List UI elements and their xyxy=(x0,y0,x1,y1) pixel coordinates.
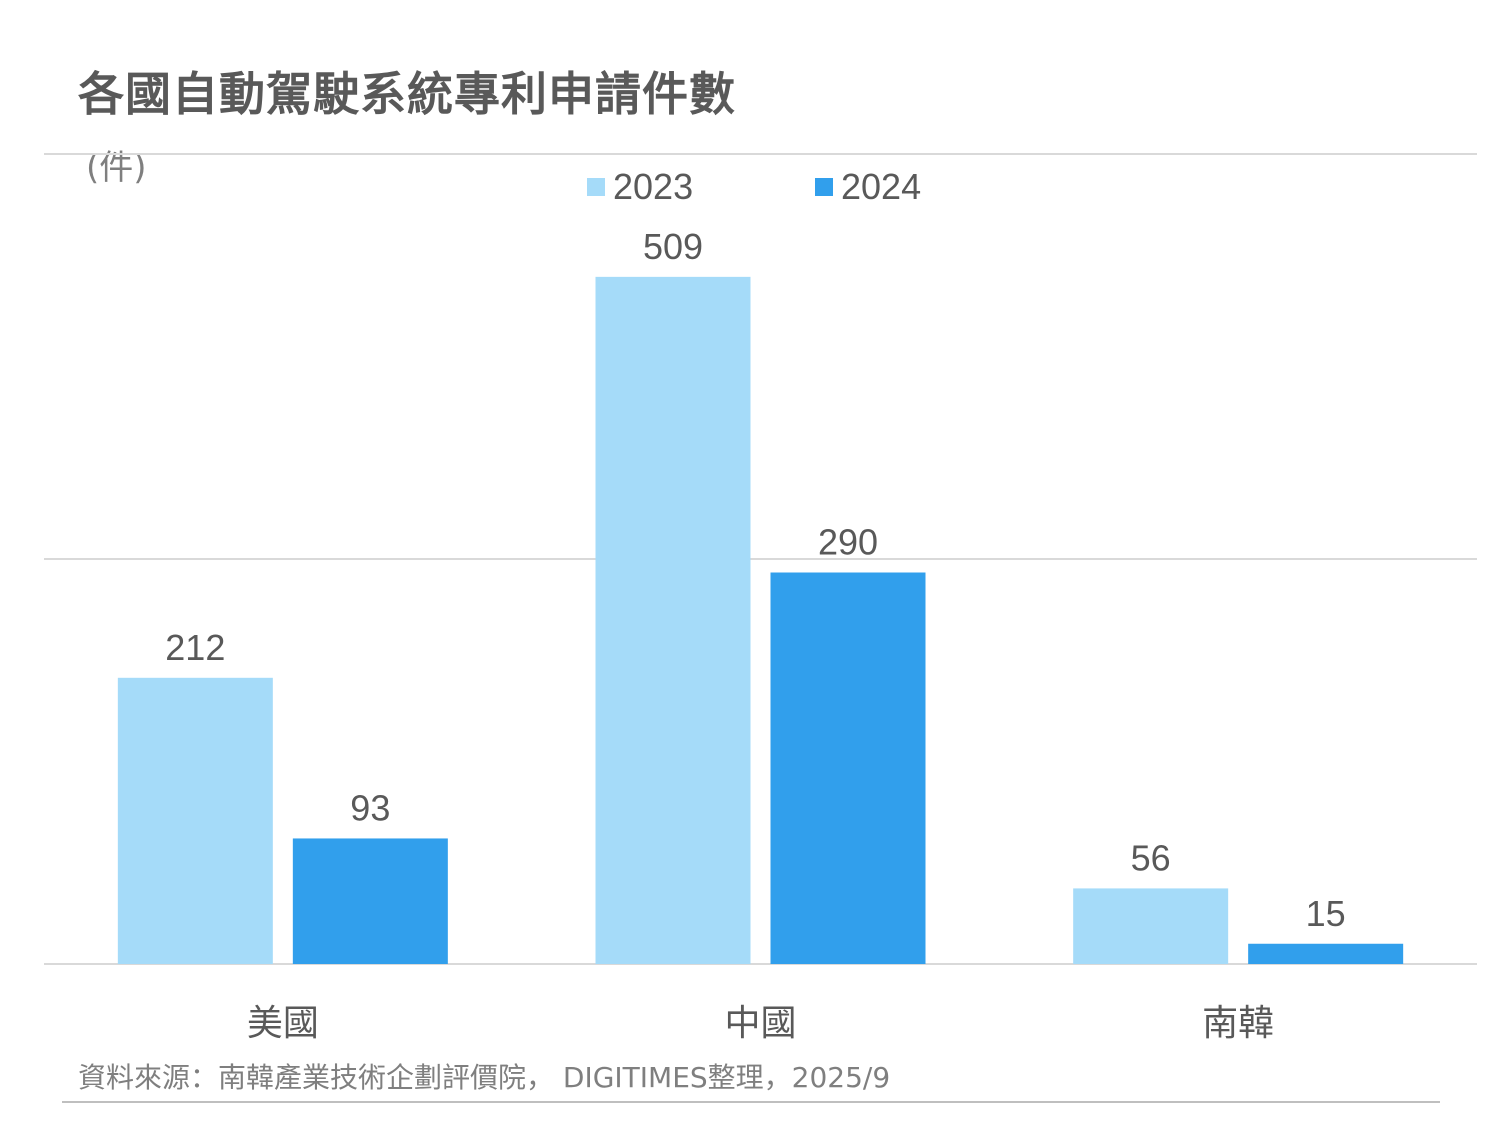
bar-2023-0 xyxy=(117,677,273,964)
data-label-2024-1: 290 xyxy=(818,522,878,563)
legend-label-2024: 2024 xyxy=(841,166,921,207)
chart-title: 各國自動駕駛系統專利申請件數 xyxy=(78,67,736,121)
category-label-2: 南韓 xyxy=(1202,1003,1274,1044)
bar-2024-1 xyxy=(770,572,926,964)
bar-2024-0 xyxy=(292,838,448,964)
legend-label-2023: 2023 xyxy=(613,166,693,207)
legend-swatch-2024 xyxy=(815,178,833,196)
bar-2024-2 xyxy=(1248,943,1404,964)
source-note: 資料來源：南韓產業技術企劃評價院， DIGITIMES整理，2025/9 xyxy=(78,1061,891,1094)
category-label-1: 中國 xyxy=(724,1003,796,1044)
data-label-2023-2: 56 xyxy=(1131,837,1171,878)
legend-swatch-2023 xyxy=(587,178,605,196)
bar-2023-2 xyxy=(1073,888,1229,964)
category-label-0: 美國 xyxy=(247,1003,319,1044)
data-label-2023-1: 509 xyxy=(643,226,703,267)
data-label-2024-2: 15 xyxy=(1306,893,1346,934)
bottom-divider xyxy=(62,1101,1440,1103)
data-label-2023-0: 212 xyxy=(165,627,225,668)
bar-2023-1 xyxy=(595,276,751,965)
data-label-2024-0: 93 xyxy=(350,787,390,828)
